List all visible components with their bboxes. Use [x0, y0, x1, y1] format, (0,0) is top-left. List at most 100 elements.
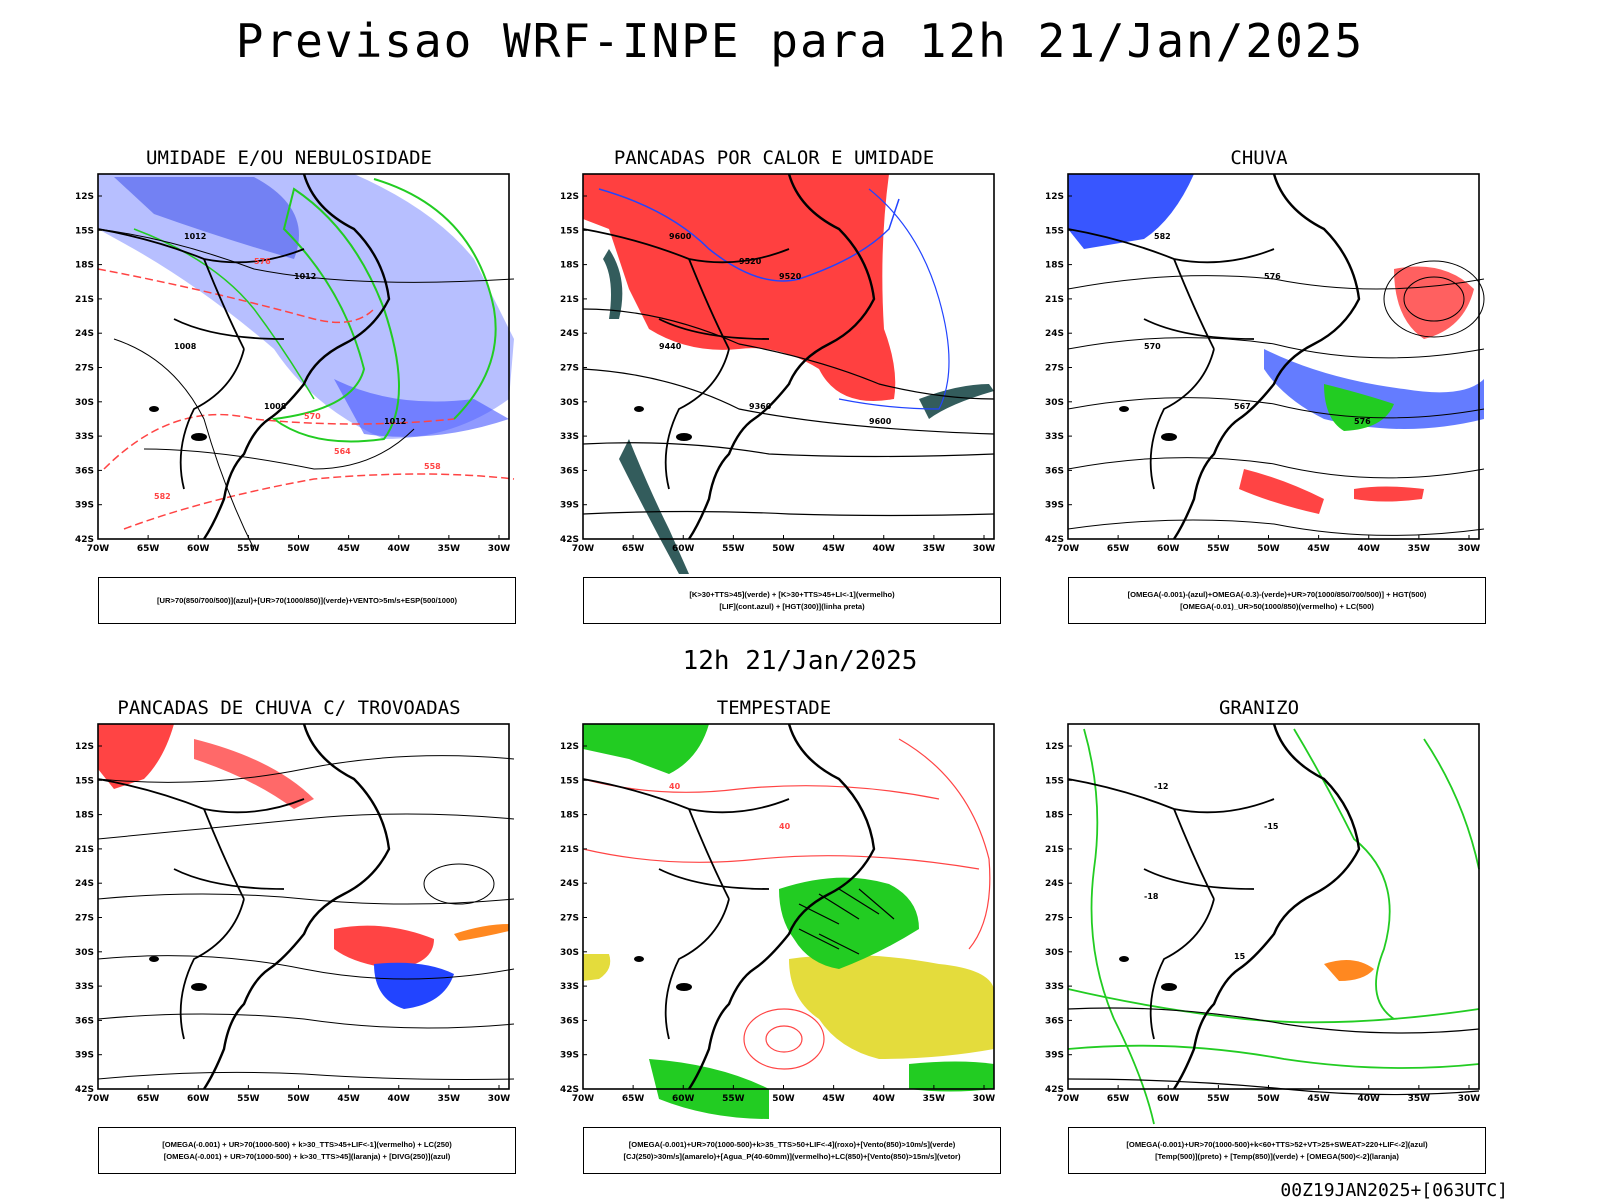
map-frame: [97, 723, 510, 1090]
contour-label: 564: [334, 447, 351, 456]
contour-label: 40: [779, 822, 791, 831]
panel-legend: [OMEGA(-0.001)+UR>70(1000-500)+k>35_TTS>…: [583, 1127, 1001, 1174]
lon-tick-label: 50W: [772, 1094, 795, 1104]
lat-tick-label: 21S: [75, 295, 94, 305]
country-borders: [97, 228, 305, 490]
lat-tick-label: 30S: [75, 398, 94, 408]
streamline-3: [1067, 397, 1485, 419]
legend-line: [OMEGA(-0.001) + UR>70(1000-500) + k>30_…: [163, 1151, 451, 1161]
temp850-contour-3: [1067, 988, 1480, 1024]
storm-low-circulation-inner: [765, 1025, 803, 1053]
country-borders: [582, 228, 790, 490]
panel-title: UMIDADE E/OU NEBULOSIDADE: [146, 147, 432, 169]
lat-tick-label: 39S: [75, 1051, 94, 1061]
contour-label: 9520: [779, 272, 802, 281]
omega-green-core: [1324, 384, 1394, 431]
panel-legend: [OMEGA(-0.001) + UR>70(1000-500) + k>30_…: [98, 1127, 516, 1174]
thunder-red-scatter: [194, 739, 314, 809]
coastline: [1173, 173, 1361, 540]
lon-tick-label: 50W: [1257, 1094, 1280, 1104]
contour-label: 558: [424, 462, 441, 471]
panel-legend: [UR>70(850/700/500)](azul)+[UR>70(1000/8…: [98, 577, 516, 624]
lat-tick-label: 18S: [75, 811, 94, 821]
lon-tick-label: 70W: [572, 544, 595, 554]
lon-tick-label: 60W: [1157, 544, 1180, 554]
thunder-orange: [454, 924, 509, 941]
lat-tick-label: 33S: [75, 432, 94, 442]
coastline: [688, 723, 876, 1090]
lat-tick-label: 30S: [560, 948, 579, 958]
lon-tick-label: 45W: [1307, 544, 1330, 554]
lon-tick-label: 40W: [388, 1094, 411, 1104]
lat-tick-label: 36S: [1045, 1016, 1064, 1026]
panel-humidity-cloudiness: UMIDADE E/OU NEBULOSIDADE 12S 15S 18S 21S 24…: [54, 147, 524, 627]
legend-line: [OMEGA(-0.001) + UR>70(1000-500) + k>30_…: [162, 1139, 452, 1149]
temp850-contour-4: [1067, 1044, 1480, 1069]
contour-label: -18: [1144, 892, 1159, 901]
lake-marker: [634, 956, 644, 962]
panel-hail: GRANIZO 12S 15S 18S 21S 24S 27S 30S 33S 36S 39S 42…: [1024, 697, 1494, 1177]
panel-legend: [OMEGA(-0.001)+UR>70(1000-500)+k<60+TTS>…: [1068, 1127, 1486, 1174]
lat-tick-label: 18S: [75, 261, 94, 271]
precip-water-red-3: [898, 738, 991, 950]
streamline-f: [97, 1071, 515, 1080]
wind-vectors-band: [798, 888, 895, 955]
lon-tick-label: 40W: [388, 544, 411, 554]
omega-blue-band: [1264, 349, 1484, 429]
contour-label: 9520: [739, 257, 762, 266]
lat-tick-label: 21S: [1045, 295, 1064, 305]
temp850-contour-5: [1423, 738, 1480, 870]
low-level-jet-green: [779, 877, 919, 969]
lat-tick-label: 39S: [1045, 1051, 1064, 1061]
cyclone-circulation: [1383, 260, 1485, 338]
thunder-red-north: [98, 724, 174, 789]
lat-tick-label: 21S: [1045, 845, 1064, 855]
panel-rain: CHUVA 12S 15S 18S 21S 24S 27S 30S 33S 36S 39S 42S 7…: [1024, 147, 1494, 627]
streamline-a: [97, 755, 515, 783]
lat-tick-label: 33S: [560, 982, 579, 992]
lat-tick-label: 24S: [560, 879, 579, 889]
lat-tick-label: 27S: [75, 364, 94, 374]
lat-tick-label: 42S: [75, 1085, 94, 1095]
instability-teal-south: [619, 439, 689, 574]
lake-marker: [149, 956, 159, 962]
lat-tick-label: 42S: [560, 1085, 579, 1095]
lat-tick-label: 21S: [560, 845, 579, 855]
lon-tick-label: 70W: [1057, 1094, 1080, 1104]
anticyclone-circulation: [423, 863, 495, 905]
upper-humidity-band: [334, 379, 509, 437]
panel-title: PANCADAS DE CHUVA C/ TROVOADAS: [117, 697, 461, 719]
omega500-orange: [1324, 960, 1374, 981]
contour-label: 40: [669, 782, 681, 791]
lat-tick-label: 42S: [1045, 1085, 1064, 1095]
lat-tick-label: 21S: [560, 295, 579, 305]
lagoon-marker: [191, 983, 207, 991]
lat-tick-label: 27S: [75, 914, 94, 924]
map-frame: [97, 173, 510, 540]
lat-tick-label: 12S: [1045, 192, 1064, 202]
contour-label: 570: [1144, 342, 1161, 351]
lon-tick-label: 30W: [973, 544, 996, 554]
lat-tick-label: 15S: [75, 776, 94, 786]
low-level-jet-green-north: [583, 724, 709, 774]
omega-blue-area: [1068, 174, 1194, 249]
instability-red-east: [829, 332, 891, 394]
contour-label: 582: [1154, 232, 1171, 241]
streamline-1: [1067, 275, 1485, 290]
geopotential-9600: [582, 308, 995, 400]
lat-tick-label: 36S: [75, 466, 94, 476]
legend-line: [K>30+TTS>45](verde) + [K>30+TTS>45+LI<-…: [689, 589, 895, 599]
contour-label: 1012: [184, 232, 206, 241]
instability-red-area: [583, 174, 896, 401]
lat-tick-label: 42S: [560, 535, 579, 545]
lat-tick-label: 12S: [75, 192, 94, 202]
instability-teal-strip: [919, 384, 994, 419]
panel-title: PANCADAS POR CALOR E UMIDADE: [613, 147, 935, 169]
lat-tick-label: 24S: [560, 329, 579, 339]
legend-line: [Temp(500)](preto) + [Temp(850)](verde) …: [1155, 1151, 1399, 1161]
lake-marker: [1119, 956, 1129, 962]
lon-tick-label: 35W: [438, 1094, 461, 1104]
lon-tick-label: 55W: [237, 544, 260, 554]
